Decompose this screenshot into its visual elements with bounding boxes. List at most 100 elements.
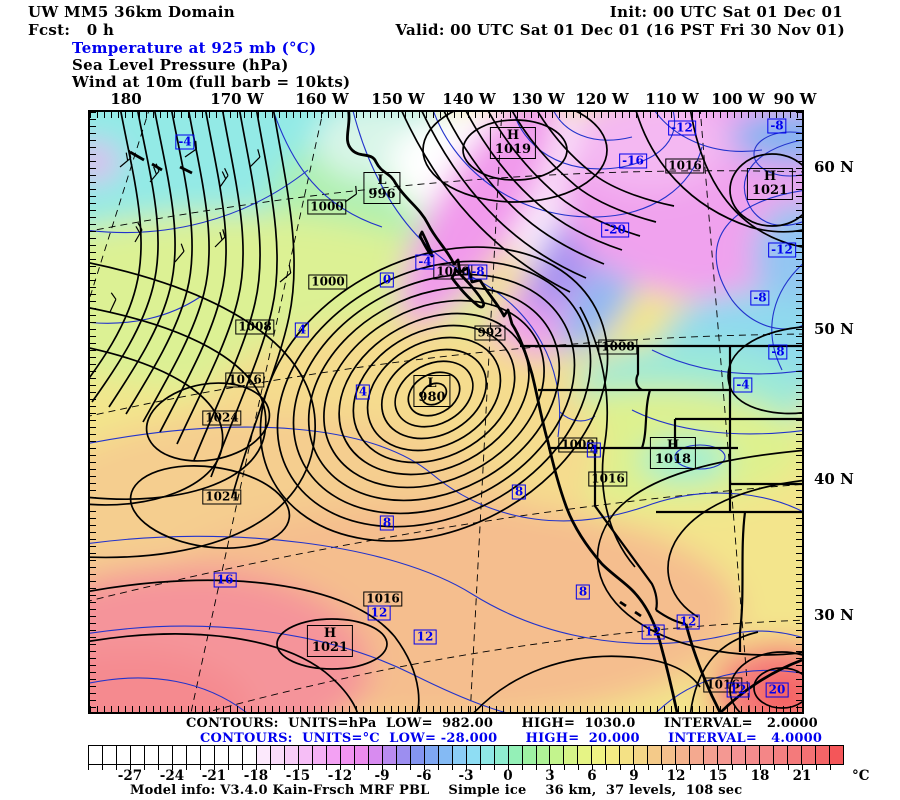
colorbar-unit-label: °C (852, 768, 870, 784)
colorbar-cell (116, 745, 131, 765)
colorbar-cell (158, 745, 173, 765)
colorbar-tick-label: -3 (458, 768, 474, 784)
colorbar-tick-label: -21 (201, 768, 227, 784)
colorbar-cell (550, 745, 565, 765)
colorbar-cell (284, 745, 299, 765)
colorbar-tick-label: 6 (587, 768, 597, 784)
colorbar-cell (88, 745, 103, 765)
latitude-label: 30 N (814, 606, 854, 625)
field-pressure: Sea Level Pressure (hPa) (72, 56, 289, 74)
colorbar-cell (326, 745, 341, 765)
colorbar-tick-label: 21 (792, 768, 812, 784)
colorbar-cell (396, 745, 411, 765)
forecast-hour: Fcst: 0 h (28, 21, 115, 39)
colorbar-tick-label: -15 (285, 768, 311, 784)
longitude-label: 130 W (511, 90, 565, 108)
colorbar-cell (508, 745, 523, 765)
colorbar-cell (718, 745, 733, 765)
colorbar-cell (200, 745, 215, 765)
colorbar-cell (774, 745, 789, 765)
longitude-label: 90 W (773, 90, 817, 108)
longitude-label: 170 W (210, 90, 264, 108)
longitude-label: 150 W (371, 90, 425, 108)
colorbar-cell (242, 745, 257, 765)
colorbar-tick-label: 0 (503, 768, 513, 784)
colorbar-cell (760, 745, 775, 765)
model-info: Model info: V3.4.0 Kain-Frsch MRF PBL Si… (130, 783, 743, 798)
colorbar-cell (676, 745, 691, 765)
longitude-label: 140 W (442, 90, 496, 108)
colorbar-cell (634, 745, 649, 765)
map-art (90, 112, 802, 712)
colorbar-cell (214, 745, 229, 765)
wind-barbs (109, 140, 358, 313)
colorbar-cell (172, 745, 187, 765)
colorbar-cell (690, 745, 705, 765)
map-canvas (88, 110, 804, 714)
longitude-label: 110 W (645, 90, 699, 108)
colorbar-cell (704, 745, 719, 765)
colorbar-cell (522, 745, 537, 765)
temperature-colorbar (88, 745, 845, 765)
colorbar-cell (732, 745, 747, 765)
pressure-contours (90, 112, 802, 712)
latitude-label: 50 N (814, 320, 854, 339)
colorbar-tick-label: 9 (629, 768, 639, 784)
longitude-label: 100 W (711, 90, 765, 108)
colorbar-cell (816, 745, 831, 765)
colorbar-tick-label: -6 (416, 768, 432, 784)
colorbar-cell (298, 745, 313, 765)
contour-info-temperature: CONTOURS: UNITS=°C LOW= -28.000 HIGH= 20… (200, 731, 823, 746)
colorbar-cell (130, 745, 145, 765)
colorbar-cell (102, 745, 117, 765)
field-temperature: Temperature at 925 mb (°C) (72, 39, 317, 57)
state-borders (520, 344, 802, 652)
page-title: UW MM5 36km Domain (28, 3, 235, 21)
colorbar-cell (466, 745, 481, 765)
colorbar-ruler (88, 765, 844, 770)
colorbar-tick-label: -27 (117, 768, 143, 784)
colorbar-cell (606, 745, 621, 765)
colorbar-cell (480, 745, 495, 765)
colorbar-tick-label: 18 (750, 768, 770, 784)
colorbar-cell (424, 745, 439, 765)
colorbar-tick-label: -24 (159, 768, 185, 784)
colorbar-cell (494, 745, 509, 765)
field-wind: Wind at 10m (full barb = 10kts) (72, 73, 351, 91)
longitude-label: 120 W (575, 90, 629, 108)
colorbar-cell (186, 745, 201, 765)
colorbar-cell (382, 745, 397, 765)
colorbar-cell (620, 745, 635, 765)
colorbar-cell (340, 745, 355, 765)
colorbar-cell (802, 745, 817, 765)
colorbar-tick-label: -18 (243, 768, 269, 784)
latitude-label: 40 N (814, 470, 854, 489)
colorbar-cell (578, 745, 593, 765)
colorbar-tick-label: 12 (666, 768, 686, 784)
colorbar-cell (354, 745, 369, 765)
colorbar-cell (592, 745, 607, 765)
colorbar-tick-label: 3 (545, 768, 555, 784)
longitude-label: 160 W (295, 90, 349, 108)
colorbar-cell (410, 745, 425, 765)
colorbar-labels: -27 -24 -21 -18 -15 -12 -9 -6 -3 0 3 6 9 12 15 18 21 °C (88, 768, 878, 784)
latitude-label: 60 N (814, 158, 854, 177)
colorbar-cell (438, 745, 453, 765)
temperature-fill (90, 112, 802, 712)
colorbar-cell (536, 745, 551, 765)
colorbar-cell (564, 745, 579, 765)
colorbar-cell (228, 745, 243, 765)
colorbar-cell (648, 745, 663, 765)
valid-time: Valid: 00 UTC Sat 01 Dec 01 (16 PST Fri … (395, 21, 845, 39)
colorbar-cell (662, 745, 677, 765)
longitude-label: 180 (110, 90, 142, 108)
colorbar-tick-label: -12 (327, 768, 353, 784)
colorbar-cell (830, 745, 845, 765)
colorbar-cell (144, 745, 159, 765)
colorbar-cell (788, 745, 803, 765)
colorbar-cell (746, 745, 761, 765)
colorbar-cell (312, 745, 327, 765)
colorbar-tick-label: 15 (708, 768, 728, 784)
contour-info-pressure: CONTOURS: UNITS=hPa LOW= 982.00 HIGH= 10… (186, 716, 818, 731)
